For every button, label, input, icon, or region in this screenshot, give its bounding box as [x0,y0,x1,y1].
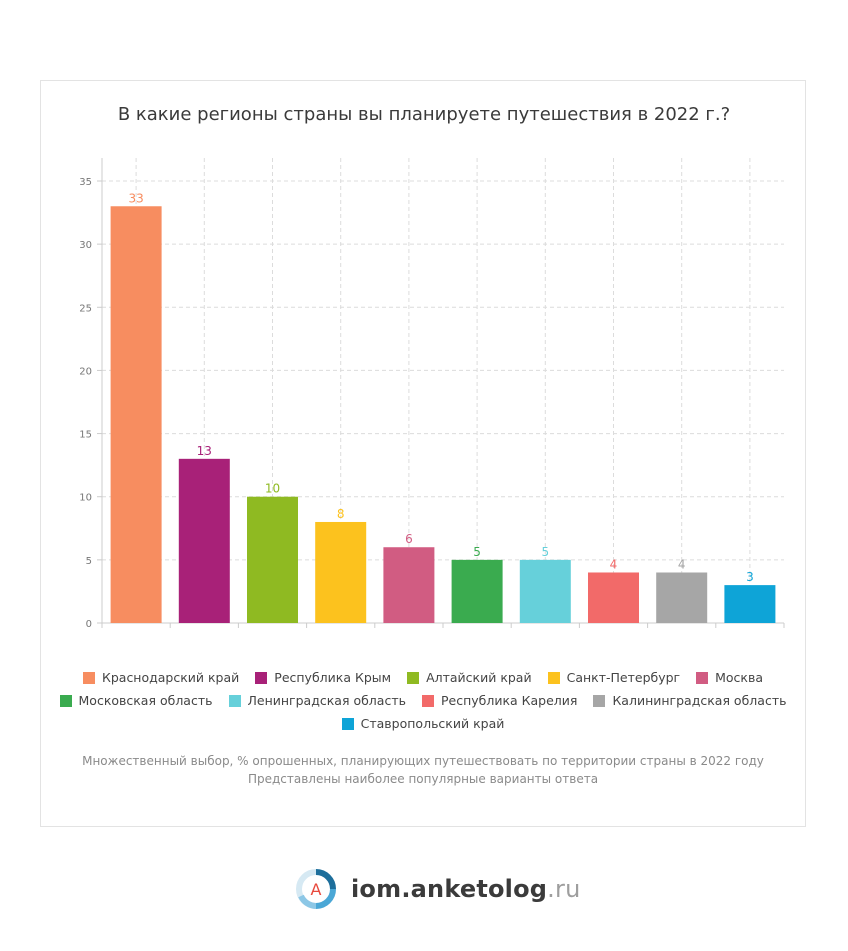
legend-item[interactable]: Ленинградская область [228,693,406,708]
legend-item[interactable]: Москва [696,670,763,685]
legend-swatch [696,671,709,684]
legend-label: Ставропольский край [360,716,505,731]
chart-note: Множественный выбор, % опрошенных, плани… [48,752,798,788]
bar-5 [383,547,435,623]
bar-value-label: 6 [405,532,413,546]
legend-item[interactable]: Краснодарский край [82,670,240,685]
bar-4 [315,521,367,623]
logo-tld: .ru [547,875,581,903]
y-tick-label: 30 [79,240,92,251]
legend-swatch [341,717,354,730]
bar-10 [724,585,776,623]
bar-7 [519,559,571,623]
y-tick-label: 10 [79,493,92,504]
legend-item[interactable]: Алтайский край [407,670,532,685]
y-tick-label: 15 [79,430,92,441]
y-tick-label: 25 [79,303,92,314]
bar-6 [451,559,503,623]
bar-value-label: 5 [473,545,481,559]
brand-logo[interactable]: A iom.anketolog.ru [293,866,580,912]
legend-item[interactable]: Республика Крым [255,670,391,685]
chart-legend: Краснодарский край Республика Крым Алтайск… [48,666,798,735]
legend-item[interactable]: Республика Карелия [421,693,578,708]
legend-label: Московская область [78,693,213,708]
note-line-2: Представлены наиболее популярные вариант… [247,772,599,786]
legend-label: Калининградская область [612,693,787,708]
legend-item[interactable]: Калининградская область [593,693,786,708]
legend-swatch [59,694,72,707]
bar-2 [178,458,230,623]
legend-item[interactable]: Санкт-Петербург [547,670,681,685]
legend-label: Республика Крым [274,670,392,685]
bar-value-label: 10 [265,482,280,496]
y-tick-label: 0 [86,619,92,630]
legend-label: Москва [715,670,764,685]
legend-swatch [547,671,560,684]
legend-label: Республика Карелия [440,693,578,708]
bar-chart: 0 5 10 15 20 25 30 35 33 13 10 8 6 5 5 4 4 3 [79,158,785,630]
bar-value-label: 8 [337,507,345,521]
bar-value-label: 4 [610,557,618,571]
bar-value-label: 4 [678,557,686,571]
logo-letter: A [311,880,322,899]
note-line-1: Множественный выбор, % опрошенных, плани… [82,754,764,768]
legend-swatch [82,671,95,684]
legend-row: Краснодарский край Республика Крым Алтайск… [48,666,798,689]
legend-swatch [421,694,434,707]
legend-row: Ставропольский край [48,712,798,735]
bar-9 [656,572,708,623]
legend-swatch [255,671,268,684]
legend-row: Московская область Ленинградская область Р… [48,689,798,712]
anketolog-logo-icon: A [296,869,336,909]
y-tick-label: 35 [79,177,92,188]
legend-swatch [593,694,606,707]
bar-value-label: 3 [746,570,754,584]
legend-swatch [228,694,241,707]
bar-value-label: 13 [197,444,212,458]
bar-1 [110,206,162,623]
bar-value-label: 33 [128,191,143,205]
legend-swatch [407,671,420,684]
legend-label: Ленинградская область [247,693,406,708]
legend-label: Краснодарский край [101,670,240,685]
logo-name: iom.anketolog [351,875,548,903]
chart-title: В какие регионы страны вы планируете пут… [117,104,731,125]
legend-label: Алтайский край [426,670,532,685]
y-tick-label: 20 [79,366,92,377]
bar-8 [588,572,639,623]
bar-value-label: 5 [541,545,549,559]
bar-3 [247,496,298,623]
legend-item[interactable]: Ставропольский край [341,716,505,731]
y-tick-label: 5 [86,556,92,567]
logo-text: iom.anketolog.ru [351,875,580,903]
legend-item[interactable]: Московская область [59,693,213,708]
legend-label: Санкт-Петербург [566,670,681,685]
